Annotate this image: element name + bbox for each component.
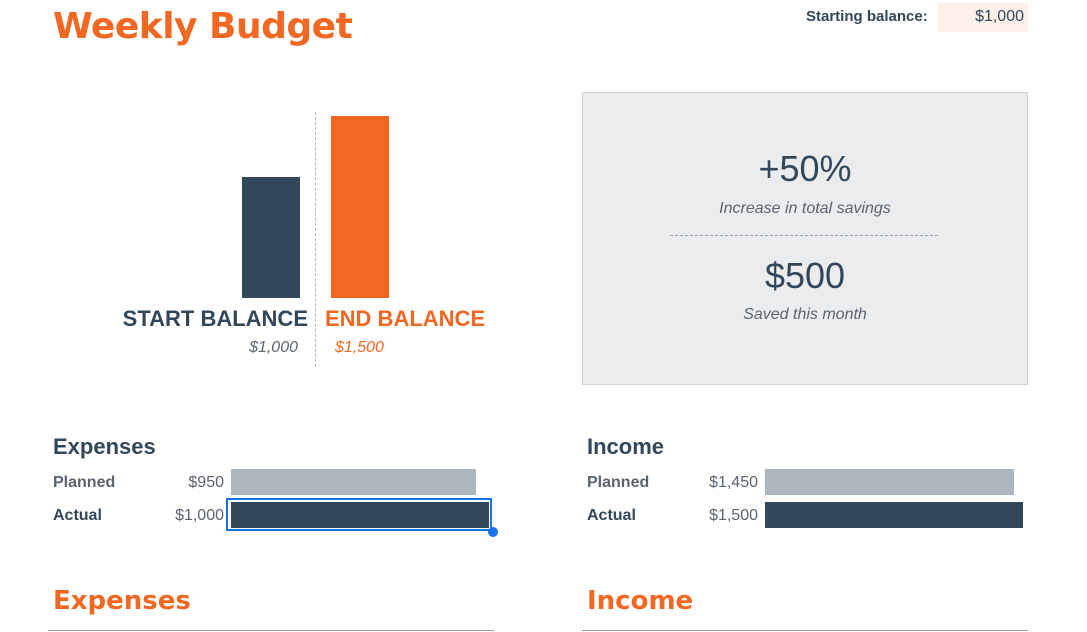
starting-balance-input[interactable]: $1,000 (938, 3, 1028, 32)
start-balance-bar (242, 177, 300, 298)
percent-change-label: Increase in total savings (719, 200, 891, 217)
chart-divider (315, 112, 316, 367)
income-actual-label: Actual (587, 507, 636, 524)
savings-summary-card (582, 92, 1028, 385)
start-balance-value: $1,000 (249, 339, 298, 356)
start-balance-label: START BALANCE (122, 306, 308, 331)
expenses-actual-value: $1,000 (175, 507, 224, 524)
selection-fill-handle[interactable] (488, 527, 498, 537)
income-actual-value: $1,500 (709, 507, 758, 524)
income-planned-bar (765, 469, 1014, 495)
cell-selection-outline[interactable] (226, 498, 492, 531)
expenses-actual-bar[interactable] (231, 502, 489, 528)
income-section-rule (582, 630, 1028, 631)
expenses-summary-title: Expenses (53, 434, 156, 459)
page-title: Weekly Budget (53, 6, 353, 47)
end-balance-value: $1,500 (335, 339, 384, 356)
end-balance-bar (331, 116, 389, 298)
saved-amount: $500 (764, 255, 846, 296)
end-balance-label: END BALANCE (325, 306, 486, 331)
saved-amount-label: Saved this month (743, 306, 867, 323)
income-section-title: Income (587, 586, 694, 616)
income-summary-title: Income (587, 434, 665, 459)
expenses-planned-bar (231, 469, 476, 495)
expenses-planned-value: $950 (188, 474, 224, 491)
income-actual-bar (765, 502, 1023, 528)
starting-balance-label: Starting balance: (806, 8, 928, 25)
expenses-section-title: Expenses (53, 586, 191, 616)
income-planned-label: Planned (587, 474, 650, 491)
percent-change: +50% (758, 148, 852, 189)
card-divider (670, 235, 938, 236)
expenses-planned-label: Planned (53, 474, 116, 491)
expenses-actual-label: Actual (53, 507, 102, 524)
income-planned-value: $1,450 (709, 474, 758, 491)
expenses-section-rule (48, 630, 494, 631)
